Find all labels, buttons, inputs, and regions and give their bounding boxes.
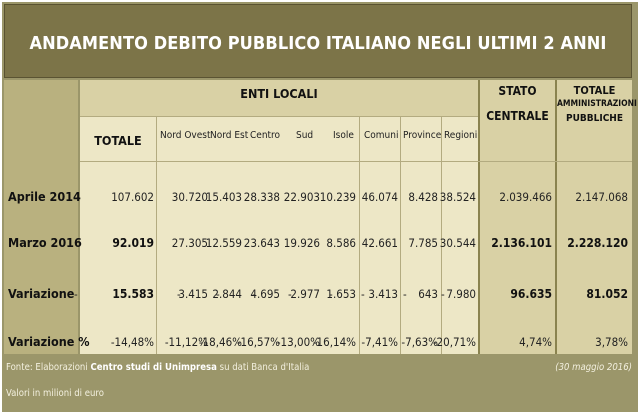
cell-totale: 92.019 xyxy=(112,236,154,250)
cell-isole: -16,14% xyxy=(312,335,356,349)
separator xyxy=(80,116,478,117)
minus-sign: - xyxy=(177,287,181,301)
minus-sign: - xyxy=(361,287,365,301)
subheader-regioni: Regioni xyxy=(444,130,478,141)
minus-sign: - xyxy=(216,287,220,301)
cell-totale: -14,48% xyxy=(110,335,154,349)
stato-centrale-header-1: STATO xyxy=(498,84,537,98)
cell-sud: 22.903 xyxy=(283,190,320,204)
source-note: Fonte: Elaborazioni Centro studi di Unim… xyxy=(6,362,309,373)
minus-sign: - xyxy=(329,287,333,301)
cell-totale: 15.583 xyxy=(112,287,154,301)
cell-nord-est: 12.559 xyxy=(205,236,242,250)
row-label-variazione-pct: Variazione % xyxy=(8,334,90,349)
cell-isole: 8.586 xyxy=(326,236,356,250)
cell-nord-ovest: 27.305 xyxy=(171,236,208,250)
cell-nord-est: -18,46% xyxy=(198,335,242,349)
cell-regioni: 30.544 xyxy=(439,236,476,250)
cell-province: 7.785 xyxy=(408,236,438,250)
separator xyxy=(80,161,632,162)
cell-province: 643 xyxy=(418,287,438,301)
minus-sign: - xyxy=(252,287,256,301)
cell-nord-est: 2.844 xyxy=(212,287,242,301)
source-prefix: Fonte: Elaborazioni xyxy=(6,362,91,373)
cell-centro: 4.695 xyxy=(250,287,280,301)
title-bar: ANDAMENTO DEBITO PUBBLICO ITALIANO NEGLI… xyxy=(4,4,632,78)
cell-totale-amm: 2.147.068 xyxy=(575,190,628,204)
subheader-province: Province xyxy=(403,130,442,141)
totale-amm-header-1: TOTALE xyxy=(573,84,616,97)
enti-locali-header: ENTI LOCALI xyxy=(240,86,318,101)
enti-locali-body xyxy=(80,116,478,354)
stato-centrale-header-2: CENTRALE xyxy=(486,109,549,123)
separator xyxy=(156,116,157,354)
source-suffix: su dati Banca d'Italia xyxy=(216,362,310,373)
subheader-sud: Sud xyxy=(296,130,314,141)
stato-centrale-column xyxy=(480,80,555,354)
cell-stato-centrale: 96.635 xyxy=(510,287,552,301)
cell-centro: 28.338 xyxy=(243,190,280,204)
cell-stato-centrale: 2.136.101 xyxy=(491,236,552,250)
cell-sud: -13,00% xyxy=(276,335,320,349)
minus-sign: - xyxy=(74,287,78,301)
cell-sud: 19.926 xyxy=(283,236,320,250)
cell-nord-ovest: -11,12% xyxy=(164,335,208,349)
cell-regioni: 7.980 xyxy=(446,287,476,301)
subheader-comuni: Comuni xyxy=(364,130,399,141)
separator xyxy=(555,80,557,354)
cell-province: -7,63% xyxy=(401,335,438,349)
cell-nord-ovest: 30.720 xyxy=(171,190,208,204)
cell-sud: 2.977 xyxy=(290,287,320,301)
cell-stato-centrale: 4,74% xyxy=(519,335,552,349)
cell-totale-amm: 81.052 xyxy=(586,287,628,301)
cell-totale-amm: 2.228.120 xyxy=(567,236,628,250)
totale-header: TOTALE xyxy=(94,133,142,148)
subheader-centro: Centro xyxy=(250,130,281,141)
cell-nord-est: 15.403 xyxy=(205,190,242,204)
row-label-aprile-2014: Aprile 2014 xyxy=(8,189,81,204)
cell-centro: 23.643 xyxy=(243,236,280,250)
subheader-nord-est: Nord Est xyxy=(210,130,249,141)
totale-amm-column xyxy=(557,80,632,354)
cell-isole: 10.239 xyxy=(319,190,356,204)
separator xyxy=(441,116,442,354)
cell-centro: -16,57% xyxy=(236,335,280,349)
cell-comuni: 46.074 xyxy=(361,190,398,204)
cell-comuni: -7,41% xyxy=(361,335,398,349)
cell-totale: 107.602 xyxy=(111,190,154,204)
cell-isole: 1.653 xyxy=(326,287,356,301)
cell-comuni: 42.661 xyxy=(361,236,398,250)
separator xyxy=(359,116,360,354)
row-label-variazione: Variazione xyxy=(8,286,75,301)
totale-amm-header-2: AMMINISTRAZIONI xyxy=(557,99,637,109)
cell-nord-ovest: 3.415 xyxy=(178,287,208,301)
separator xyxy=(400,116,401,354)
subheader-isole: Isole xyxy=(333,130,354,141)
minus-sign: - xyxy=(288,287,292,301)
totale-amm-header-3: PUBBLICHE xyxy=(566,113,623,124)
minus-sign: - xyxy=(441,287,445,301)
table-title: ANDAMENTO DEBITO PUBBLICO ITALIANO NEGLI… xyxy=(29,33,607,54)
cell-regioni: 38.524 xyxy=(439,190,476,204)
source-bold: Centro studi di Unimpresa xyxy=(90,362,217,373)
cell-province: 8.428 xyxy=(408,190,438,204)
data-table: ENTI LOCALI STATO CENTRALE TOTALE AMMINI… xyxy=(4,80,637,354)
subheader-nord-ovest: Nord Ovest xyxy=(160,130,211,141)
publication-date: (30 maggio 2016) xyxy=(555,362,632,373)
separator xyxy=(478,80,480,354)
cell-totale-amm: 3,78% xyxy=(595,335,628,349)
cell-comuni: 3.413 xyxy=(368,287,398,301)
row-label-column xyxy=(4,80,78,354)
enti-locali-header-cell xyxy=(80,80,478,116)
units-note: Valori in milioni di euro xyxy=(6,388,104,399)
minus-sign: - xyxy=(403,287,407,301)
row-label-marzo-2016: Marzo 2016 xyxy=(8,235,82,250)
cell-stato-centrale: 2.039.466 xyxy=(499,190,552,204)
cell-regioni: -20,71% xyxy=(432,335,476,349)
